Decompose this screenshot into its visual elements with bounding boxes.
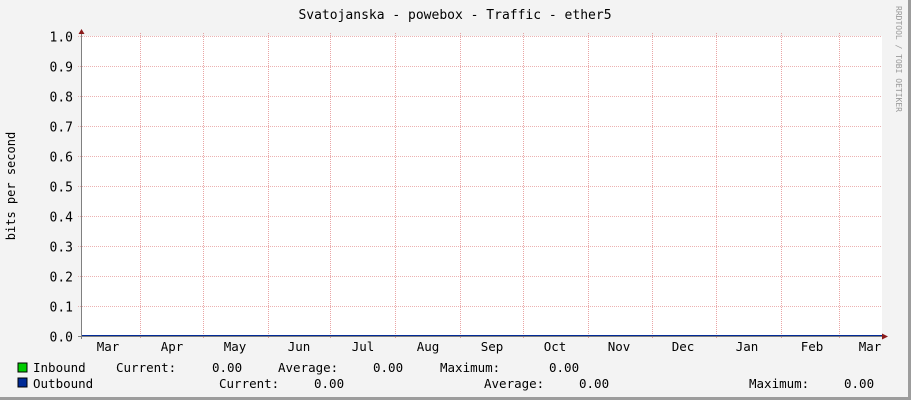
y-tick-label: 0.4 — [50, 211, 74, 226]
y-tick-label: 0.2 — [50, 271, 73, 286]
x-tick-label: May — [224, 339, 247, 354]
x-tick-label: Jun — [288, 339, 311, 354]
legend-outbound-average-label: Average: — [484, 376, 544, 391]
legend-outbound-current: 0.00 — [314, 376, 344, 391]
legend-inbound-maximum-label: Maximum: — [440, 360, 500, 375]
y-axis-label: bits per second — [4, 132, 18, 240]
y-tick-label: 0.3 — [50, 241, 73, 256]
y-axis-arrow — [78, 29, 85, 34]
legend-inbound-maximum: 0.00 — [549, 360, 579, 375]
frame-right — [908, 0, 911, 400]
y-tick-label: 0.0 — [50, 331, 73, 346]
x-tick-label: Oct — [544, 339, 567, 354]
legend-inbound-label: Inbound — [33, 360, 86, 375]
legend-inbound-average-label: Average: — [278, 360, 338, 375]
y-tick-label: 0.9 — [50, 61, 73, 76]
legend-outbound-maximum: 0.00 — [844, 376, 874, 391]
legend-inbound-current-label: Current: — [116, 360, 176, 375]
x-tick-labels: Mar Apr May Jun Jul Aug Sep Oct Nov Dec Jan Feb Mar — [97, 339, 882, 354]
x-tick-label: Jul — [352, 339, 375, 354]
legend-outbound-maximum-label: Maximum: — [749, 376, 809, 391]
y-tick-label: 0.5 — [50, 181, 73, 196]
plot-area — [81, 36, 882, 336]
x-tick-label: Mar — [97, 339, 120, 354]
y-tick-label: 1.0 — [50, 31, 73, 46]
y-tick-label: 0.8 — [50, 91, 73, 106]
axes — [78, 29, 888, 340]
x-tick-label: Nov — [608, 339, 631, 354]
x-tick-label: Aug — [417, 339, 440, 354]
x-tick-label: Feb — [801, 339, 824, 354]
grid — [78, 33, 882, 339]
inbound-swatch — [17, 362, 28, 373]
legend-outbound-label: Outbound — [33, 376, 93, 391]
legend-outbound-average: 0.00 — [579, 376, 609, 391]
x-tick-label: Apr — [161, 339, 184, 354]
x-tick-label: Mar — [859, 339, 882, 354]
outbound-swatch — [17, 377, 28, 388]
x-axis-arrow — [882, 333, 888, 340]
x-tick-label: Dec — [672, 339, 695, 354]
legend-outbound-current-label: Current: — [219, 376, 279, 391]
legend-inbound-current: 0.00 — [212, 360, 242, 375]
frame-bottom — [0, 397, 911, 400]
y-tick-label: 0.6 — [50, 151, 73, 166]
chart-title: Svatojanska - powebox - Traffic - ether5 — [298, 8, 611, 23]
watermark: RRDTOOL / TOBI OETIKER — [894, 6, 903, 112]
x-tick-label: Sep — [481, 339, 504, 354]
y-tick-labels: 0.0 0.1 0.2 0.3 0.4 0.5 0.6 0.7 0.8 0.9 1.0 — [50, 31, 74, 346]
y-tick-label: 0.1 — [50, 301, 73, 316]
x-tick-label: Jan — [736, 339, 759, 354]
legend-inbound-average: 0.00 — [373, 360, 403, 375]
y-tick-label: 0.7 — [50, 121, 73, 136]
